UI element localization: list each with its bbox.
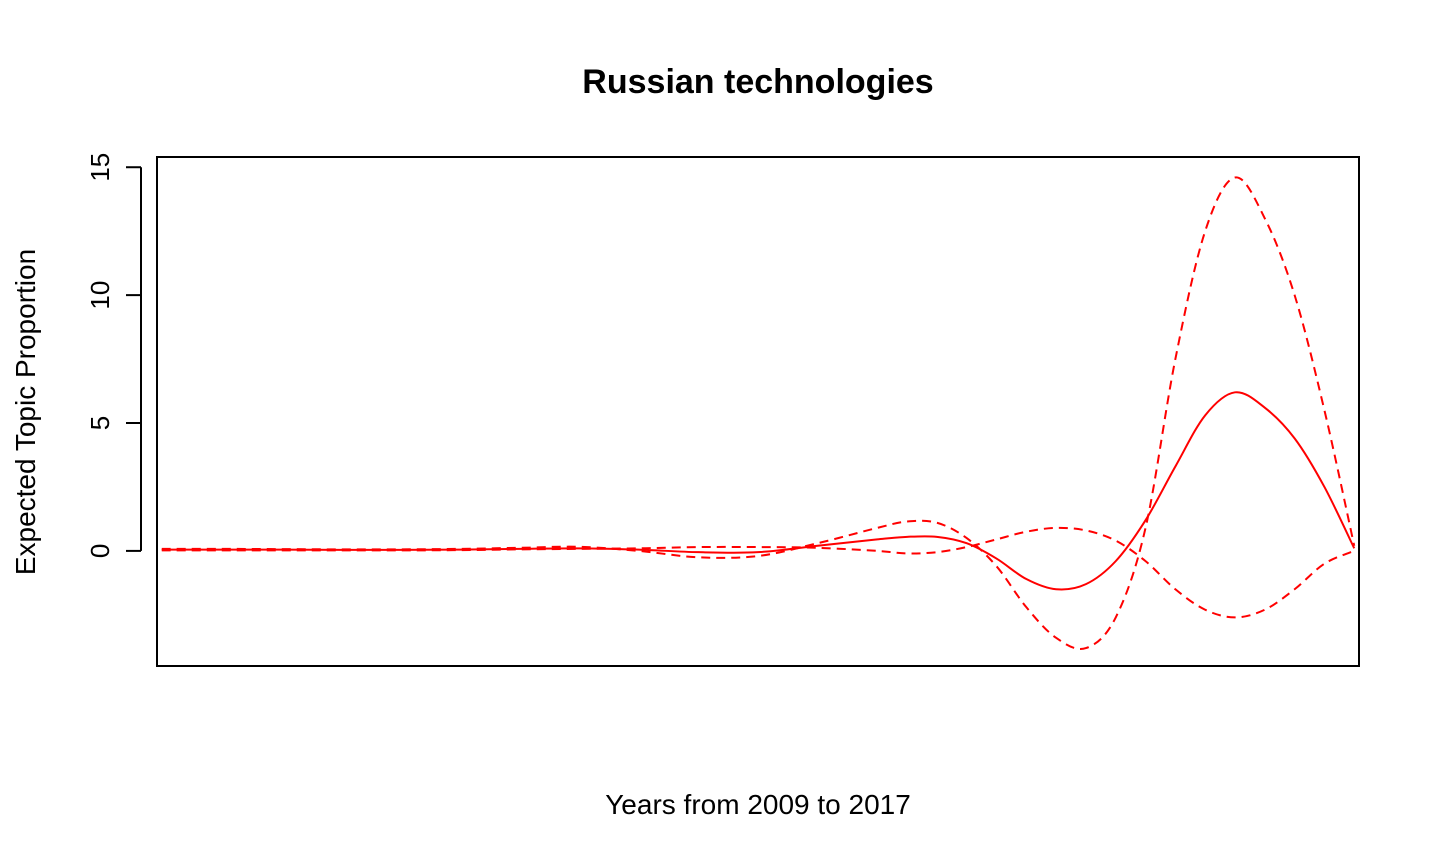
y-tick-label: 10 (85, 281, 115, 310)
y-axis-label: Expected Topic Proportion (10, 249, 41, 575)
y-tick-label: 15 (85, 153, 115, 182)
x-axis-label: Years from 2009 to 2017 (605, 789, 911, 820)
mean-line-0 (161, 391, 1356, 591)
y-tick-label: 5 (85, 416, 115, 430)
plot-frame (156, 156, 1360, 667)
y-axis: 0 5 10 15 (85, 153, 142, 558)
confidence-bound-line-2 (161, 526, 1355, 619)
confidence-bound-line-1 (161, 176, 1356, 650)
chart-title: Russian technologies (582, 63, 933, 101)
y-tick-label: 0 (85, 544, 115, 558)
series-group (161, 176, 1356, 650)
